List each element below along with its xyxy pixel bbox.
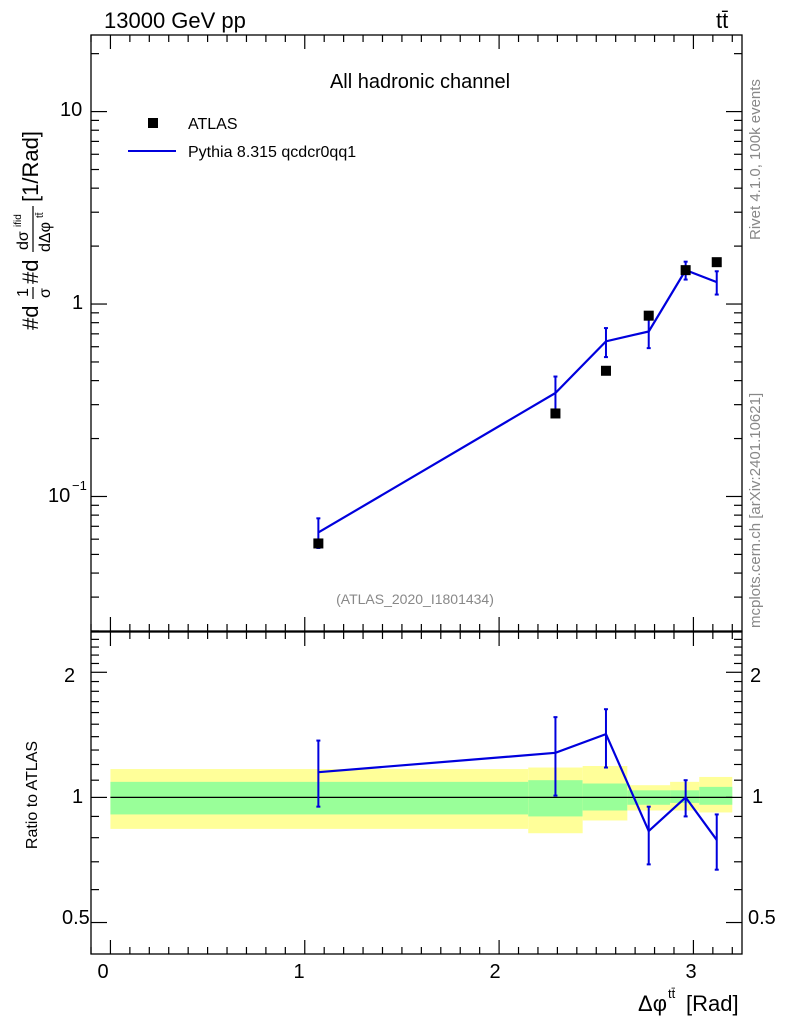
atlas-marker — [680, 265, 691, 276]
xtick-label-1: 1 — [293, 961, 304, 983]
ratio-ytick-0p5-right: 0.5 — [748, 907, 776, 929]
main-series — [313, 257, 722, 549]
ratio-ytick-1-left: 1 — [72, 786, 83, 808]
energy-label: 13000 GeV pp — [104, 8, 246, 33]
main-axis-ticks — [90, 35, 742, 632]
ylabel-frac2-num: dσ — [15, 231, 32, 250]
pythia-ratio-line — [318, 732, 718, 841]
rivet-label: Rivet 4.1.0, 100k events — [747, 79, 764, 240]
ylabel-prefix: #d — [18, 306, 43, 330]
legend: ATLAS Pythia 8.315 qcdcr0qq1 — [128, 116, 356, 161]
ratio-ytick-2-left: 2 — [64, 665, 75, 687]
atlas-marker — [600, 365, 611, 376]
x-axis-label: Δφ tt̄ [Rad] — [638, 986, 739, 1016]
legend-atlas-label: ATLAS — [188, 116, 238, 133]
ratio-uncertainty-bands — [110, 766, 733, 834]
main-y-tick-labels: 10 −1 1 10 — [48, 99, 87, 507]
ratio-panel: 0.5 1 2 0.5 1 2 0 1 2 3 Ratio to ATLAS — [24, 631, 776, 983]
main-frame — [90, 34, 743, 632]
pythia-line — [317, 268, 718, 534]
ylabel-frac1-den: σ — [37, 288, 54, 298]
legend-pythia-label: Pythia 8.315 qcdcr0qq1 — [188, 144, 356, 161]
process-label: tt̄ — [716, 8, 728, 33]
xlabel-unit: [Rad] — [686, 991, 739, 1016]
ratio-ytick-0p5-left: 0.5 — [62, 907, 90, 929]
legend-atlas-marker — [148, 118, 158, 128]
ytick-label-1: 1 — [72, 292, 83, 314]
ratio-ylabel: Ratio to ATLAS — [24, 741, 41, 849]
xtick-label-3: 3 — [685, 961, 696, 983]
atlas-marker — [711, 257, 722, 268]
main-panel: 10 −1 1 10 All hadronic channel (ATLAS_2… — [48, 34, 743, 632]
ratio-y-tick-labels: 0.5 1 2 0.5 1 2 — [62, 665, 776, 929]
ytick-label-0p1: 10 — [48, 485, 70, 507]
atlas-marker — [643, 310, 654, 321]
main-ylabel: #d 1 σ #d dσ ifid dΔφ tt̄ [1/Rad] — [13, 131, 54, 330]
xtick-label-2: 2 — [489, 961, 500, 983]
xtick-label-0: 0 — [97, 961, 108, 983]
ratio-series — [316, 708, 719, 871]
atlas-marker — [550, 408, 561, 419]
ratio-ytick-1-right: 1 — [752, 786, 763, 808]
analysis-label: (ATLAS_2020_I1801434) — [336, 591, 494, 607]
mcplots-label: mcplots.cern.ch [arXiv:2401.10621] — [747, 393, 764, 628]
ylabel-frac2-den-sup: tt̄ — [34, 212, 46, 218]
ratio-axis-ticks — [90, 632, 742, 954]
xlabel-main: Δφ — [638, 991, 667, 1016]
ratio-frame — [90, 631, 743, 955]
ratio-band-inner — [699, 786, 733, 805]
ytick-label-10: 10 — [60, 99, 82, 121]
ratio-ytick-2-right: 2 — [750, 665, 761, 687]
ylabel-frac1-num: 1 — [15, 288, 32, 297]
chart-title: All hadronic channel — [330, 71, 510, 93]
ylabel-frac2-num-sup: ifid — [13, 214, 24, 227]
ylabel-mid: #d — [18, 260, 43, 284]
ratio-x-tick-labels: 0 1 2 3 — [97, 961, 696, 983]
xlabel-sup: tt̄ — [668, 986, 676, 1001]
ylabel-frac2-den: dΔφ — [37, 222, 54, 252]
ytick-label-0p1-exp: −1 — [72, 478, 87, 493]
ylabel-unit: [1/Rad] — [18, 131, 43, 202]
atlas-marker — [313, 538, 324, 549]
